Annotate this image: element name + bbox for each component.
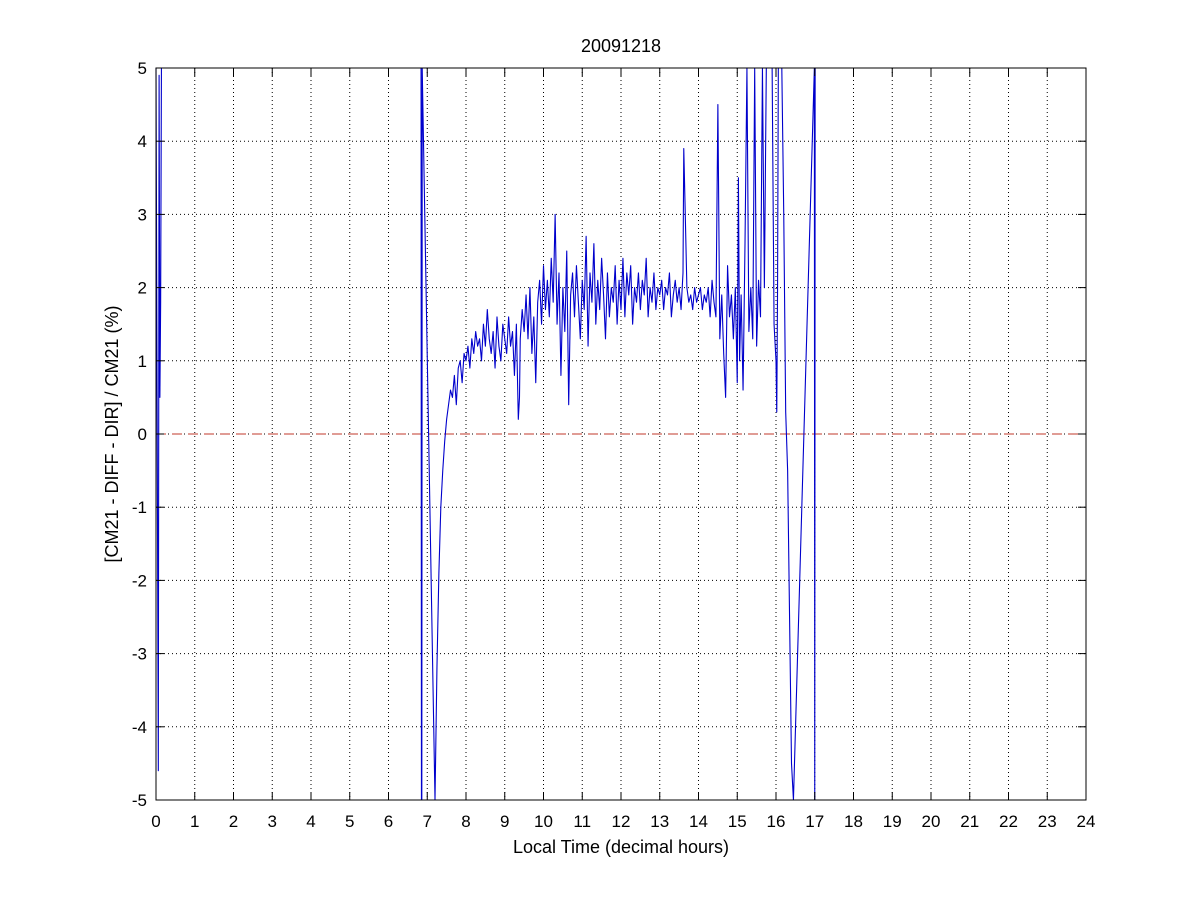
y-tick-label: -3 bbox=[132, 645, 147, 664]
x-tick-label: 8 bbox=[461, 812, 470, 831]
x-axis-label: Local Time (decimal hours) bbox=[513, 837, 729, 857]
x-tick-label: 12 bbox=[612, 812, 631, 831]
x-tick-label: 4 bbox=[306, 812, 315, 831]
axis-ticks bbox=[155, 67, 1087, 801]
series-line-0 bbox=[155, 67, 816, 801]
x-tick-label: 0 bbox=[151, 812, 160, 831]
x-tick-label: 19 bbox=[883, 812, 902, 831]
x-tick-label: 16 bbox=[767, 812, 786, 831]
x-tick-labels: 0 1 2 3 4 5 6 7 8 9 10 11 12 13 14 15 16 17 18 19 20 21 22 23 24 bbox=[151, 812, 1095, 831]
x-tick-label: 13 bbox=[650, 812, 669, 831]
x-tick-label: 20 bbox=[922, 812, 941, 831]
x-tick-label: 1 bbox=[190, 812, 199, 831]
x-tick-label: 10 bbox=[534, 812, 553, 831]
y-tick-label: -2 bbox=[132, 571, 147, 590]
y-tick-label: 3 bbox=[138, 205, 147, 224]
y-tick-label: 5 bbox=[138, 59, 147, 78]
x-tick-label: 22 bbox=[999, 812, 1018, 831]
x-tick-label: 15 bbox=[728, 812, 747, 831]
x-tick-label: 11 bbox=[573, 812, 591, 831]
x-tick-label: 6 bbox=[384, 812, 393, 831]
y-tick-label: -4 bbox=[132, 718, 147, 737]
y-tick-label: -5 bbox=[132, 791, 147, 810]
y-tick-labels: 5 4 3 2 1 0 -1 -2 -3 -4 -5 bbox=[132, 59, 147, 810]
y-tick-label: 4 bbox=[138, 132, 147, 151]
chart-title: 20091218 bbox=[581, 36, 661, 56]
x-tick-label: 3 bbox=[268, 812, 277, 831]
x-tick-label: 24 bbox=[1077, 812, 1096, 831]
y-tick-label: 2 bbox=[138, 279, 147, 298]
series-group bbox=[155, 67, 816, 801]
y-axis-label: [CM21 - DIFF - DIR] / CM21 (%) bbox=[102, 305, 122, 562]
x-tick-label: 14 bbox=[689, 812, 708, 831]
y-tick-label: -1 bbox=[132, 498, 147, 517]
x-tick-label: 17 bbox=[805, 812, 824, 831]
x-tick-label: 9 bbox=[500, 812, 509, 831]
y-tick-label: 1 bbox=[138, 352, 147, 371]
x-tick-label: 7 bbox=[423, 812, 432, 831]
x-tick-label: 18 bbox=[844, 812, 863, 831]
x-tick-label: 23 bbox=[1038, 812, 1057, 831]
x-tick-label: 2 bbox=[229, 812, 238, 831]
y-tick-label: 0 bbox=[138, 425, 147, 444]
x-tick-label: 21 bbox=[960, 812, 979, 831]
x-tick-label: 5 bbox=[345, 812, 354, 831]
